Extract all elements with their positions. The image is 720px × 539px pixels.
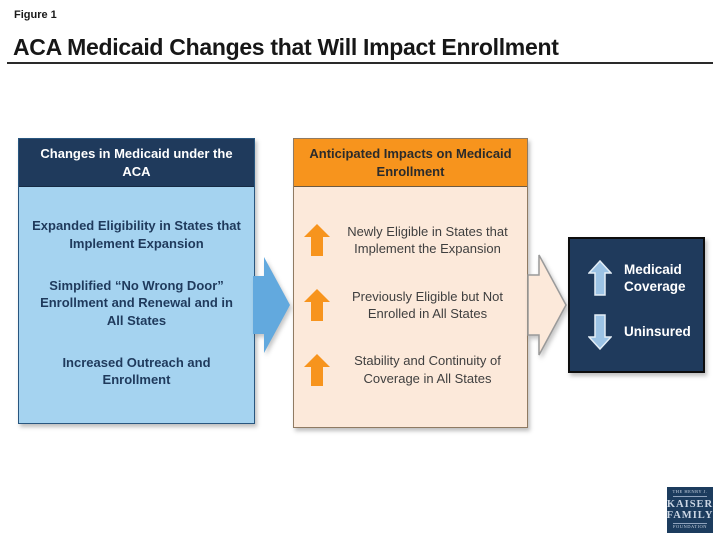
list-item: Stability and Continuity of Coverage in … [304, 352, 517, 387]
up-arrow-icon [588, 260, 612, 297]
list-item: Newly Eligible in States that Implement … [304, 223, 517, 258]
up-arrow-icon [304, 289, 330, 322]
list-item: Expanded Eligibility in States that Impl… [32, 218, 241, 251]
logo-divider [673, 522, 707, 524]
list-item: Medicaid Coverage [570, 260, 703, 297]
down-arrow-icon [588, 313, 612, 350]
changes-box-body: Expanded Eligibility in States that Impl… [19, 187, 254, 423]
logo-text: KAISER [666, 498, 714, 510]
list-item: Simplified “No Wrong Door” Enrollment an… [40, 277, 233, 328]
right-arrow-icon [527, 254, 567, 356]
list-item-label: Stability and Continuity of Coverage in … [354, 353, 501, 386]
list-item: Uninsured [570, 313, 703, 350]
logo-text: THE HENRY J. [672, 489, 708, 495]
logo-text: FAMILY [666, 510, 714, 521]
logo-divider [673, 496, 707, 498]
page-title: ACA Medicaid Changes that Will Impact En… [13, 34, 559, 60]
impacts-box-body: Newly Eligible in States that Implement … [294, 187, 527, 427]
figure-label: Figure 1 [14, 9, 57, 21]
anticipated-impacts-box: Anticipated Impacts on Medicaid Enrollme… [293, 138, 528, 428]
impacts-box-header: Anticipated Impacts on Medicaid Enrollme… [294, 139, 527, 188]
list-item: Previously Eligible but Not Enrolled in … [304, 288, 517, 323]
outcome-label: Uninsured [624, 323, 691, 339]
list-item-label: Previously Eligible but Not Enrolled in … [351, 288, 504, 322]
right-arrow-icon [253, 257, 290, 353]
logo-text: FOUNDATION [673, 524, 707, 530]
changes-box-header: Changes in Medicaid under the ACA [19, 139, 254, 188]
title-divider [7, 62, 713, 64]
up-arrow-icon [304, 353, 330, 386]
up-arrow-icon [304, 224, 330, 257]
outcome-box: Medicaid Coverage Uninsured [568, 237, 705, 373]
list-item: Increased Outreach and Enrollment [62, 354, 211, 388]
outcome-label: Medicaid Coverage [624, 261, 686, 295]
kaiser-family-foundation-logo: THE HENRY J. KAISER FAMILY FOUNDATION [667, 487, 713, 533]
changes-in-medicaid-box: Changes in Medicaid under the ACA Expand… [18, 138, 255, 424]
list-item-label: Newly Eligible in States that Implement … [347, 223, 508, 257]
